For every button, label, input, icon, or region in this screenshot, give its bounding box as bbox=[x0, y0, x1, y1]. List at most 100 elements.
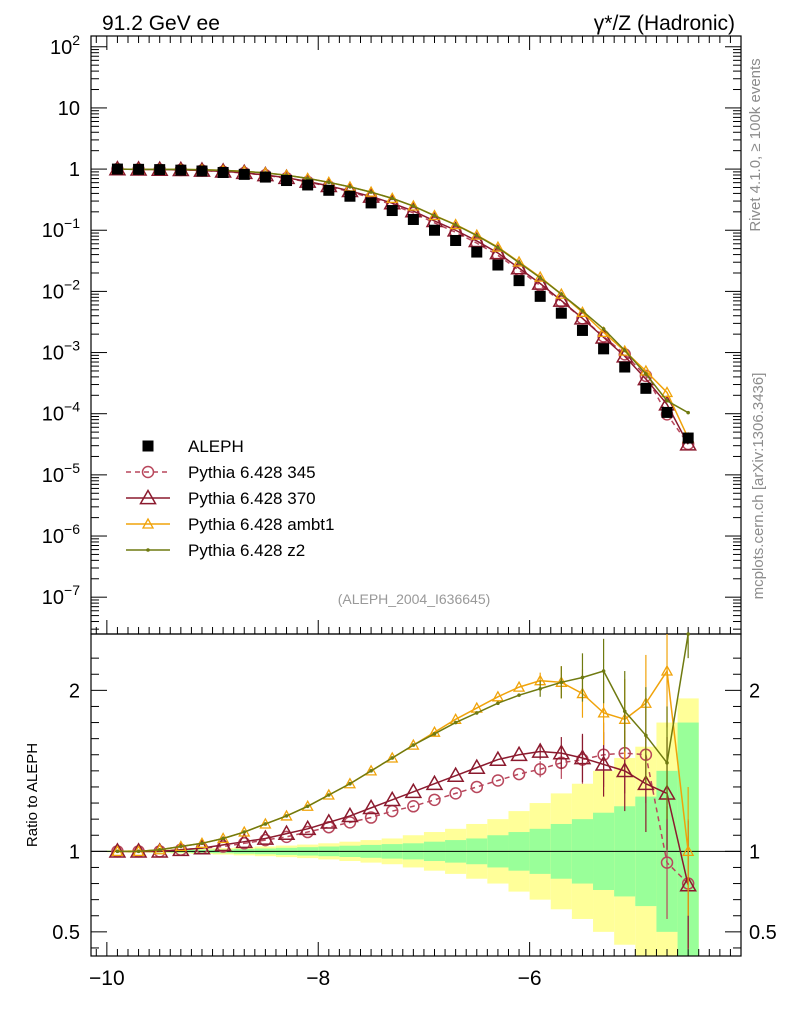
aleph-data-point bbox=[576, 324, 588, 336]
aleph-data-point bbox=[471, 246, 483, 258]
y-tick-label-main: 1 bbox=[69, 159, 80, 181]
series-point-main bbox=[665, 398, 669, 403]
aleph-data-point bbox=[154, 164, 166, 176]
aleph-data-point bbox=[450, 234, 462, 246]
series-point-ratio bbox=[136, 849, 141, 854]
legend-label: Pythia 6.428 z2 bbox=[188, 541, 305, 560]
y-tick-label-main: 10−7 bbox=[42, 582, 80, 609]
series-point-ratio bbox=[327, 793, 331, 797]
aleph-data-point bbox=[534, 290, 546, 302]
series-line-main bbox=[117, 168, 689, 445]
series-point-ratio bbox=[364, 764, 378, 776]
aleph-data-point bbox=[640, 382, 652, 394]
series-point-main bbox=[644, 372, 648, 376]
series-point-main bbox=[559, 292, 564, 296]
series-point-ratio bbox=[115, 849, 120, 854]
series-point-ratio bbox=[256, 829, 275, 845]
series-point-ratio bbox=[510, 745, 528, 762]
series-line-main bbox=[117, 168, 689, 445]
series-point-ratio bbox=[660, 664, 674, 676]
x-tick-label: −6 bbox=[518, 967, 542, 990]
series-point-main bbox=[531, 274, 549, 290]
legend-marker-aleph bbox=[142, 440, 154, 452]
series-point-ratio bbox=[277, 824, 296, 841]
y-tick-label-ratio-right: 1 bbox=[749, 841, 760, 863]
series-point-ratio bbox=[242, 830, 247, 834]
y-tick-label-main: 10−3 bbox=[42, 338, 80, 365]
y-tick-label-ratio: 1 bbox=[69, 841, 80, 863]
series-line-ratio bbox=[117, 633, 689, 853]
series-point-ratio bbox=[470, 780, 484, 794]
ratio-axis-label: Ratio to ALEPH bbox=[24, 743, 41, 847]
legend: ALEPH Pythia 6.428 345 Pythia 6.428 370 Pyt… bbox=[126, 437, 334, 560]
series-point-main bbox=[538, 276, 542, 280]
legend-entry-series: Pythia 6.428 z2 bbox=[126, 541, 305, 560]
legend-label: Pythia 6.428 370 bbox=[188, 489, 316, 508]
y-tick-label-ratio: 0.5 bbox=[52, 922, 80, 944]
legend-entry-aleph: ALEPH bbox=[142, 437, 244, 456]
y-tick-label-main: 10−1 bbox=[42, 215, 80, 242]
series-point-ratio bbox=[453, 720, 458, 725]
legend-label: Pythia 6.428 345 bbox=[188, 463, 316, 482]
series-point-ratio bbox=[489, 750, 507, 766]
series-point-ratio bbox=[341, 806, 359, 823]
y-tick-label-main: 10 bbox=[58, 98, 80, 120]
aleph-data-point bbox=[175, 164, 187, 176]
series-point-ratio bbox=[369, 769, 373, 773]
series-point-main bbox=[453, 223, 458, 227]
analysis-label: (ALEPH_2004_I636645) bbox=[338, 591, 491, 607]
legend-entry-series: Pythia 6.428 345 bbox=[126, 463, 316, 482]
rivet-version-label: Rivet 4.1.0, ≥ 100k events bbox=[747, 58, 764, 231]
series-point-ratio bbox=[383, 790, 402, 807]
series-point-ratio bbox=[200, 841, 204, 846]
series-point-ratio bbox=[474, 711, 479, 715]
mcplots-label: mcplots.cern.ch [arXiv:1306.3436] bbox=[750, 373, 767, 600]
series-point-main bbox=[580, 309, 585, 313]
series-point-ratio bbox=[284, 814, 289, 818]
y-tick-label-ratio: 2 bbox=[69, 680, 80, 702]
series-point-ratio bbox=[263, 822, 268, 826]
aleph-data-point bbox=[238, 168, 250, 180]
series-point-ratio bbox=[179, 844, 183, 849]
series-point-ratio bbox=[221, 836, 225, 841]
legend-marker bbox=[141, 517, 155, 529]
aleph-data-point bbox=[217, 166, 229, 178]
series-point-ratio bbox=[538, 686, 542, 691]
series-point-ratio bbox=[348, 781, 352, 786]
series-point-ratio bbox=[559, 680, 564, 685]
aleph-data-point bbox=[619, 361, 631, 373]
series-point-ratio bbox=[364, 811, 378, 824]
series-point-main bbox=[432, 213, 437, 218]
legend-marker bbox=[139, 488, 157, 505]
y-tick-label-ratio-right: 0.5 bbox=[749, 922, 777, 944]
aleph-data-point bbox=[661, 406, 673, 418]
series-point-ratio bbox=[411, 743, 416, 747]
series-point-ratio bbox=[597, 706, 610, 718]
legend-marker bbox=[146, 548, 150, 552]
axes-frame: −10 −8 −6 102 10 1 10−1 10−2 10−3 10−4 10−5 10−6 10−… bbox=[42, 32, 777, 990]
series-point-ratio bbox=[362, 798, 380, 815]
aleph-data-point bbox=[323, 184, 335, 196]
series-point-ratio bbox=[517, 693, 521, 697]
series-point-main bbox=[496, 245, 500, 250]
aleph-data-point bbox=[682, 432, 694, 444]
series-point-ratio bbox=[682, 845, 695, 856]
series-point-ratio bbox=[573, 748, 592, 765]
series-point-ratio bbox=[157, 847, 162, 852]
series-point-main bbox=[474, 233, 479, 238]
series-point-ratio bbox=[298, 819, 317, 836]
series-point-ratio bbox=[214, 835, 232, 852]
series-line-main bbox=[117, 168, 689, 414]
series-point-ratio bbox=[686, 632, 690, 636]
series-point-ratio bbox=[385, 804, 399, 818]
data-series bbox=[108, 160, 697, 950]
y-tick-label-main: 102 bbox=[50, 32, 80, 59]
series-point-ratio bbox=[432, 732, 437, 736]
series-point-main bbox=[510, 259, 528, 275]
series-point-ratio bbox=[552, 744, 571, 760]
ratio-panel-frame bbox=[90, 633, 742, 957]
series-point-ratio bbox=[512, 680, 526, 692]
aleph-data-point bbox=[598, 343, 610, 355]
series-point-main bbox=[576, 305, 589, 317]
